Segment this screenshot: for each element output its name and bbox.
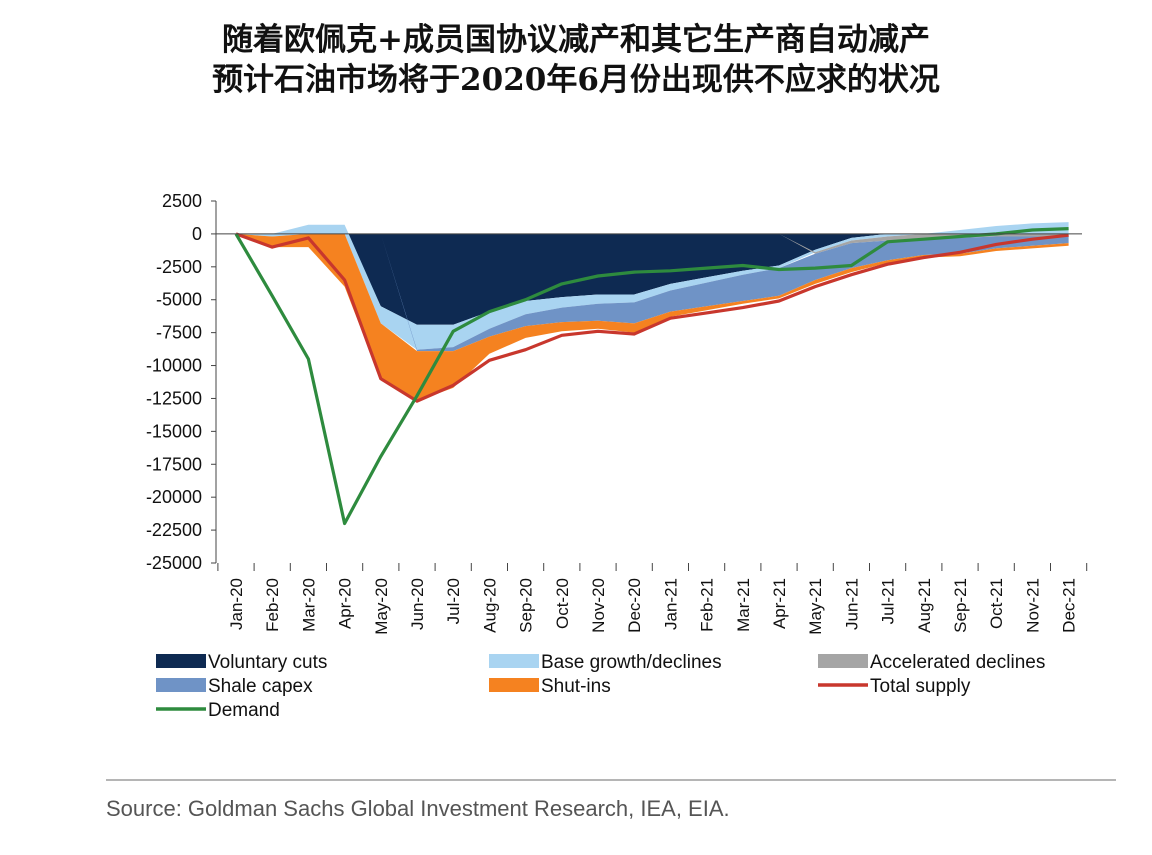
x-tick-label: Mar-20 bbox=[299, 578, 318, 632]
source-note: Source: Goldman Sachs Global Investment … bbox=[106, 796, 730, 821]
x-tick-label: Nov-21 bbox=[1023, 578, 1042, 633]
x-tick-label: Jul-21 bbox=[879, 578, 898, 624]
legend-swatch-accelerated-declines bbox=[818, 654, 868, 668]
x-tick-label: Oct-21 bbox=[987, 578, 1006, 629]
y-tick-label: -12500 bbox=[146, 388, 202, 408]
y-tick-label: -25000 bbox=[146, 553, 202, 573]
x-tick-label: Apr-21 bbox=[770, 578, 789, 629]
area-shale-capex bbox=[236, 224, 1069, 352]
x-tick-label: Jul-20 bbox=[444, 578, 463, 624]
x-tick-label: Nov-20 bbox=[589, 578, 608, 633]
legend-label-shale-capex: Shale capex bbox=[208, 676, 313, 697]
y-tick-label: -15000 bbox=[146, 421, 202, 441]
y-tick-label: 0 bbox=[192, 224, 202, 244]
y-tick-label: -2500 bbox=[156, 257, 202, 277]
x-tick-label: May-20 bbox=[372, 578, 391, 635]
y-tick-label: -20000 bbox=[146, 487, 202, 507]
x-tick-label: Aug-21 bbox=[915, 578, 934, 633]
x-tick-label: Dec-21 bbox=[1060, 578, 1079, 633]
legend-swatch-voluntary-cuts bbox=[156, 654, 206, 668]
area-layer bbox=[236, 222, 1069, 402]
chart: 2500 0 -2500 -5000 -7500 -10000 -12500 -15000 -1… bbox=[146, 191, 1088, 721]
x-tick-label: Feb-20 bbox=[263, 578, 282, 632]
x-tick-label: Feb-21 bbox=[698, 578, 717, 632]
legend-swatch-shale-capex bbox=[156, 678, 206, 692]
legend-label-voluntary-cuts: Voluntary cuts bbox=[208, 652, 327, 673]
y-tick-label: 2500 bbox=[162, 191, 202, 211]
legend-swatch-base-growth-declines bbox=[489, 654, 539, 668]
divider-line bbox=[106, 779, 1116, 781]
x-tick-label: Oct-20 bbox=[553, 578, 572, 629]
x-tick-label: Sep-21 bbox=[951, 578, 970, 633]
legend-label-shut-ins: Shut-ins bbox=[541, 676, 611, 697]
line-total-supply bbox=[235, 232, 1069, 403]
chart-title-line-1: 随着欧佩克+成员国协议减产和其它生产商自动减产 bbox=[222, 22, 930, 58]
x-tick-label: Jun-21 bbox=[842, 578, 861, 630]
legend-swatch-shut-ins bbox=[489, 678, 539, 692]
x-tick-label: Sep-20 bbox=[517, 578, 536, 633]
legend-label-total-supply: Total supply bbox=[870, 676, 971, 697]
x-tick-label: Jan-21 bbox=[661, 578, 680, 630]
x-tick-label: Jan-20 bbox=[227, 578, 246, 630]
x-tick-label: Dec-20 bbox=[625, 578, 644, 633]
legend: Voluntary cuts Base growth/declines Accele… bbox=[156, 652, 1045, 721]
legend-label-accelerated-declines: Accelerated declines bbox=[870, 652, 1045, 673]
area-shut-ins bbox=[236, 233, 1069, 402]
chart-title-line-2: 预计石油市场将于2020年6月份出现供不应求的状况 bbox=[212, 62, 940, 98]
y-tick-label: -5000 bbox=[156, 290, 202, 310]
x-tick-label: May-21 bbox=[806, 578, 825, 635]
legend-label-demand: Demand bbox=[208, 700, 280, 721]
x-tick-label: Aug-20 bbox=[480, 578, 499, 633]
line-layer bbox=[234, 227, 1069, 526]
x-tick-label: Mar-21 bbox=[734, 578, 753, 632]
y-tick-label: -17500 bbox=[146, 454, 202, 474]
legend-label-base-growth-declines: Base growth/declines bbox=[541, 652, 722, 673]
line-demand bbox=[234, 227, 1069, 526]
area-voluntary-cuts bbox=[236, 233, 1069, 325]
y-tick-label: -10000 bbox=[146, 356, 202, 376]
y-tick-label: -7500 bbox=[156, 323, 202, 343]
x-tick-label: Jun-20 bbox=[408, 578, 427, 630]
axes-layer: 2500 0 -2500 -5000 -7500 -10000 -12500 -15000 -1… bbox=[146, 191, 1088, 635]
y-tick-label: -22500 bbox=[146, 520, 202, 540]
x-tick-label: Apr-20 bbox=[336, 578, 355, 629]
